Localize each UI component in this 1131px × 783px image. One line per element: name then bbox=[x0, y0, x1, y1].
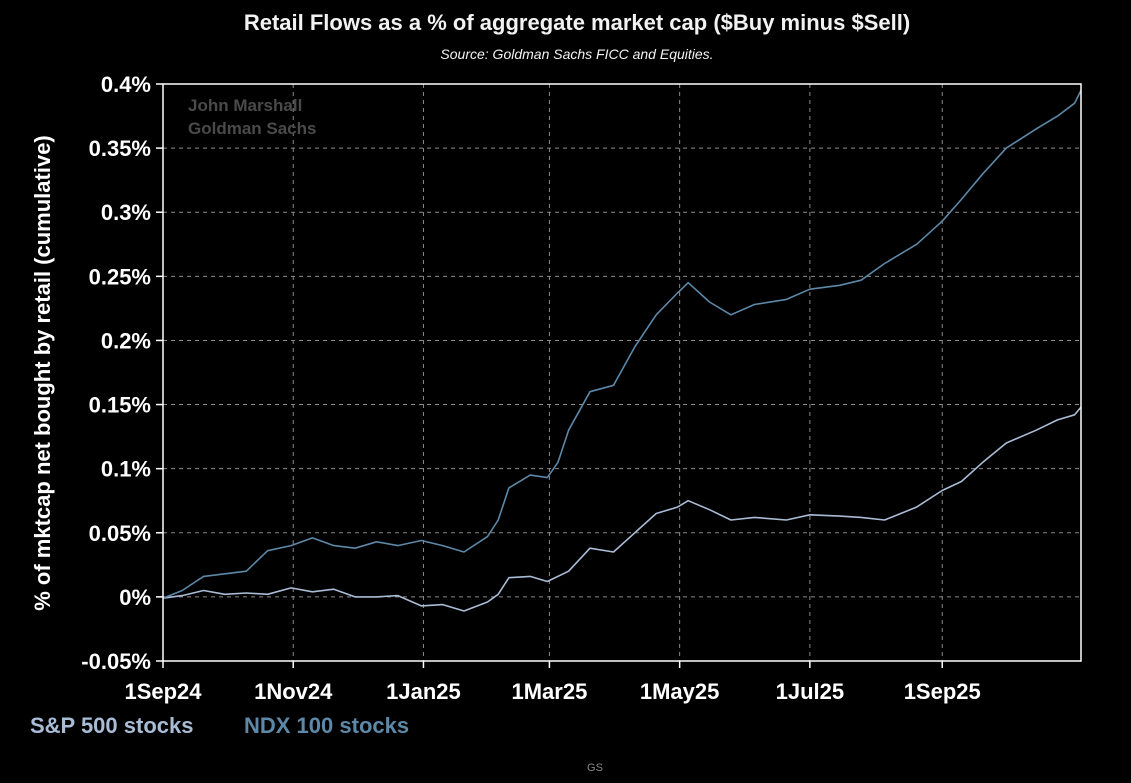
watermark-name: John Marshall bbox=[188, 96, 302, 115]
y-tick-label: 0.15% bbox=[89, 393, 151, 418]
y-tick-label: 0.35% bbox=[89, 136, 151, 161]
x-tick-label: 1Nov24 bbox=[254, 679, 333, 704]
x-tick-label: 1May25 bbox=[640, 679, 720, 704]
footer-label: GS bbox=[587, 762, 603, 774]
x-tick-label: 1Sep24 bbox=[124, 679, 202, 704]
x-tick-label: 1Jul25 bbox=[776, 679, 845, 704]
x-tick-label: 1Jan25 bbox=[386, 679, 461, 704]
y-tick-label: 0.25% bbox=[89, 264, 151, 289]
y-tick-label: 0.4% bbox=[101, 72, 151, 97]
y-tick-label: 0% bbox=[119, 585, 151, 610]
series-line-0 bbox=[162, 406, 1082, 612]
chart-subtitle: Source: Goldman Sachs FICC and Equities. bbox=[440, 46, 713, 62]
series-line-1 bbox=[162, 90, 1082, 599]
y-tick-label: 0.3% bbox=[101, 200, 151, 225]
x-tick-label: 1Mar25 bbox=[511, 679, 587, 704]
y-axis-label: % of mktcap net bought by retail (cumula… bbox=[30, 135, 55, 611]
x-tick-label: 1Sep25 bbox=[904, 679, 981, 704]
legend-ndx100: NDX 100 stocks bbox=[244, 713, 409, 738]
y-tick-label: 0.05% bbox=[89, 521, 151, 546]
y-tick-label: 0.2% bbox=[101, 328, 151, 353]
plot-frame bbox=[162, 83, 1082, 662]
grid-lines bbox=[163, 83, 1081, 662]
series-lines bbox=[162, 90, 1082, 612]
watermark-firm: Goldman Sachs bbox=[188, 119, 316, 138]
chart-title: Retail Flows as a % of aggregate market … bbox=[244, 10, 910, 35]
y-axis-ticks: -0.05% 0% 0.05% 0.1% 0.15% 0.2% 0.25% 0.3% 0.35%… bbox=[81, 72, 163, 674]
legend-sp500: S&P 500 stocks bbox=[30, 713, 193, 738]
x-axis-ticks: 1Sep24 1Nov24 1Jan25 1Mar25 1May25 1Jul25 1Sep… bbox=[124, 661, 981, 704]
y-tick-label: 0.1% bbox=[101, 457, 151, 482]
y-tick-label: -0.05% bbox=[81, 649, 151, 674]
